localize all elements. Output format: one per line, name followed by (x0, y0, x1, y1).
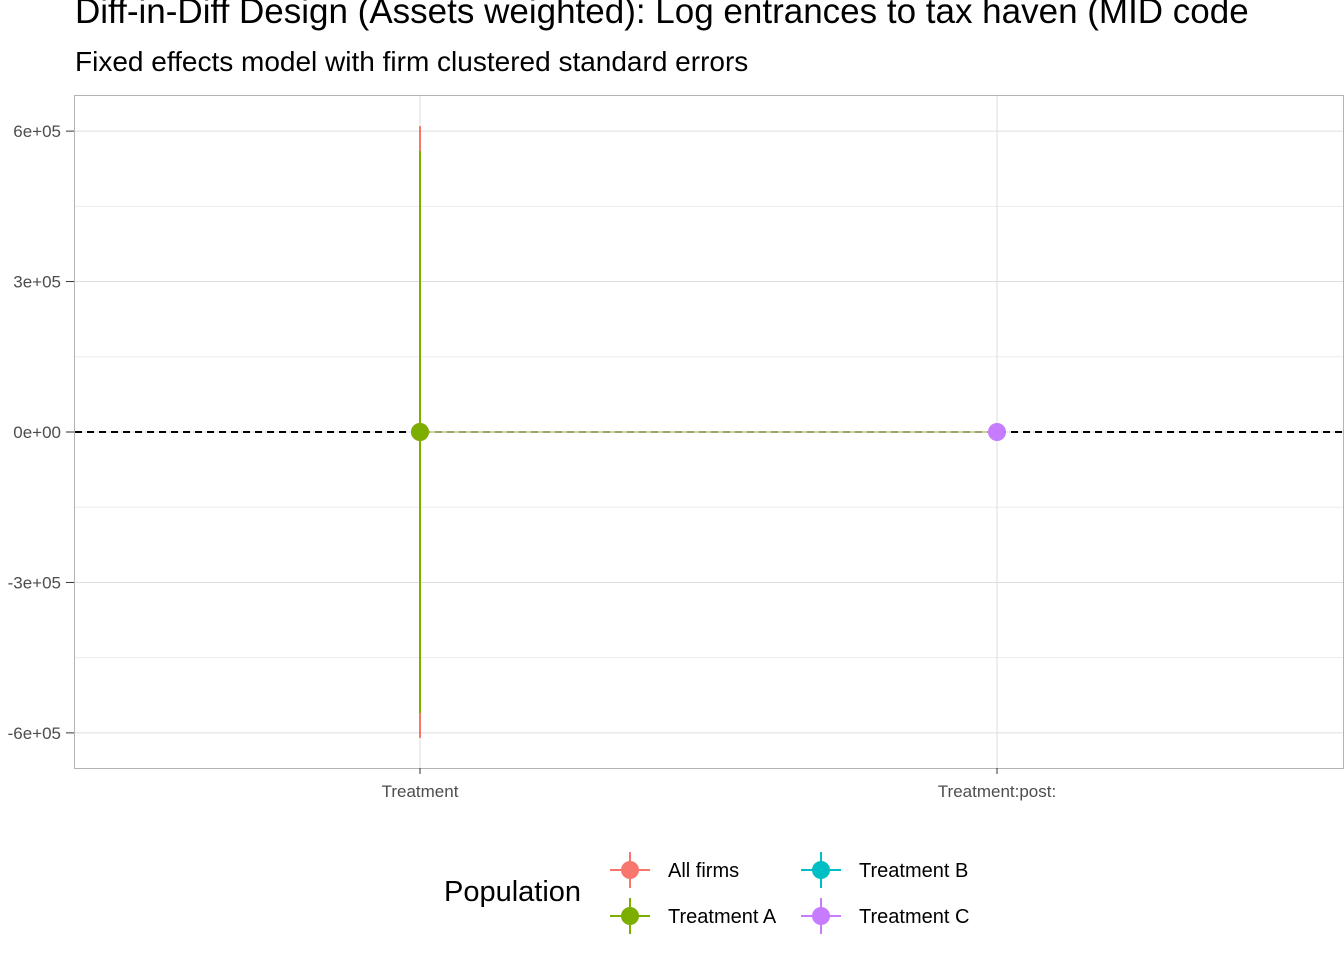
legend-key-treatment-c (801, 898, 841, 934)
y-tick-label: 0e+00 (13, 423, 61, 442)
point-treatment-c (988, 423, 1006, 441)
legend-label-all-firms: All firms (668, 860, 740, 882)
chart-title: Diff-in-Diff Design (Assets weighted): L… (75, 0, 1249, 31)
minor-gridlines (75, 205, 1343, 659)
x-axis-ticks: Treatment Treatment:post: (382, 768, 1056, 801)
y-tick-label: 6e+05 (13, 122, 61, 141)
y-axis-ticks: 6e+05 3e+05 0e+00 -3e+05 -6e+05 (8, 122, 74, 743)
legend-title: Population (444, 876, 582, 908)
legend-label-treatment-c: Treatment C (859, 906, 970, 928)
x-tick-label: Treatment:post: (938, 782, 1056, 801)
legend-key-all-firms (610, 852, 650, 888)
x-tick-label: Treatment (382, 782, 459, 801)
chart-subtitle: Fixed effects model with firm clustered … (75, 46, 749, 77)
y-tick-label: -3e+05 (8, 573, 61, 592)
y-tick-label: 3e+05 (13, 273, 61, 292)
legend-label-treatment-b: Treatment B (859, 860, 969, 882)
y-tick-label: -6e+05 (8, 724, 61, 743)
legend-key-treatment-a (610, 898, 650, 934)
point-treatment-a (411, 423, 429, 441)
legend: Population All firms Treatment A Treatme… (444, 846, 1004, 946)
legend-key-treatment-b (801, 852, 841, 888)
legend-label-treatment-a: Treatment A (668, 906, 777, 928)
data-marks (411, 126, 1006, 738)
